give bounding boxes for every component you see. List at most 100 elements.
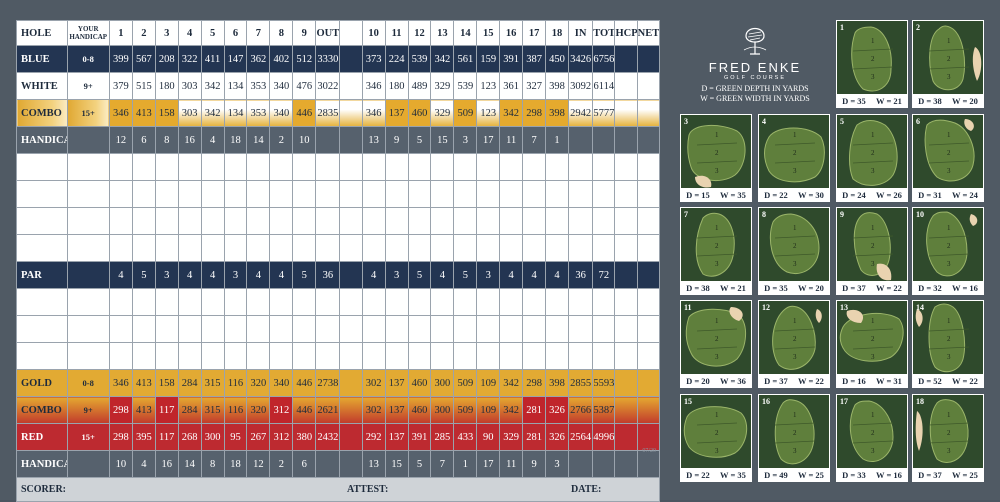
score-entry-cell[interactable]	[592, 342, 616, 370]
score-entry-cell[interactable]	[545, 234, 569, 262]
score-entry-cell[interactable]	[636, 153, 661, 181]
score-entry-cell[interactable]	[453, 207, 478, 235]
score-entry-cell[interactable]	[476, 315, 501, 343]
score-entry-cell[interactable]	[636, 342, 661, 370]
score-entry-cell[interactable]	[66, 234, 110, 262]
score-entry-cell[interactable]	[292, 342, 317, 370]
score-entry-cell[interactable]	[200, 207, 225, 235]
score-entry-cell[interactable]	[339, 288, 363, 316]
score-entry-cell[interactable]	[131, 342, 156, 370]
score-entry-cell[interactable]	[315, 234, 341, 262]
score-entry-cell[interactable]	[16, 288, 68, 316]
score-entry-cell[interactable]	[522, 342, 547, 370]
score-entry-cell[interactable]	[339, 234, 363, 262]
score-entry-cell[interactable]	[66, 342, 110, 370]
score-entry-cell[interactable]	[499, 234, 524, 262]
score-entry-cell[interactable]	[223, 180, 248, 208]
score-entry-cell[interactable]	[430, 288, 455, 316]
score-entry-cell[interactable]	[361, 234, 386, 262]
score-entry-cell[interactable]	[614, 315, 638, 343]
score-entry-cell[interactable]	[223, 153, 248, 181]
score-entry-cell[interactable]	[545, 288, 569, 316]
score-entry-cell[interactable]	[476, 207, 501, 235]
score-entry-cell[interactable]	[269, 180, 294, 208]
score-entry-cell[interactable]	[592, 153, 616, 181]
score-entry-cell[interactable]	[522, 153, 547, 181]
score-entry-cell[interactable]	[361, 342, 386, 370]
score-entry-cell[interactable]	[177, 315, 202, 343]
score-entry-cell[interactable]	[16, 342, 68, 370]
score-entry-cell[interactable]	[614, 207, 638, 235]
score-entry-cell[interactable]	[66, 180, 110, 208]
score-entry-cell[interactable]	[499, 288, 524, 316]
score-entry-cell[interactable]	[499, 342, 524, 370]
score-entry-cell[interactable]	[154, 315, 179, 343]
score-entry-cell[interactable]	[269, 153, 294, 181]
score-entry-cell[interactable]	[592, 234, 616, 262]
score-entry-cell[interactable]	[339, 207, 363, 235]
score-entry-cell[interactable]	[407, 153, 432, 181]
score-entry-cell[interactable]	[476, 288, 501, 316]
score-entry-cell[interactable]	[453, 315, 478, 343]
score-entry-cell[interactable]	[545, 180, 569, 208]
score-entry-cell[interactable]	[246, 153, 271, 181]
score-entry-cell[interactable]	[636, 234, 661, 262]
score-entry-cell[interactable]	[154, 207, 179, 235]
score-entry-cell[interactable]	[592, 288, 616, 316]
score-entry-cell[interactable]	[246, 288, 271, 316]
score-entry-cell[interactable]	[361, 153, 386, 181]
score-entry-cell[interactable]	[407, 342, 432, 370]
score-entry-cell[interactable]	[66, 315, 110, 343]
score-entry-cell[interactable]	[315, 342, 341, 370]
score-entry-cell[interactable]	[315, 288, 341, 316]
score-entry-cell[interactable]	[522, 315, 547, 343]
score-entry-cell[interactable]	[246, 180, 271, 208]
score-entry-cell[interactable]	[430, 234, 455, 262]
score-entry-cell[interactable]	[154, 180, 179, 208]
score-entry-cell[interactable]	[339, 342, 363, 370]
score-entry-cell[interactable]	[269, 342, 294, 370]
score-entry-cell[interactable]	[545, 153, 569, 181]
score-entry-cell[interactable]	[108, 153, 133, 181]
score-entry-cell[interactable]	[361, 288, 386, 316]
score-entry-cell[interactable]	[522, 207, 547, 235]
score-entry-cell[interactable]	[246, 315, 271, 343]
score-entry-cell[interactable]	[545, 207, 569, 235]
score-entry-cell[interactable]	[269, 234, 294, 262]
score-entry-cell[interactable]	[499, 207, 524, 235]
score-entry-cell[interactable]	[315, 315, 341, 343]
score-entry-cell[interactable]	[545, 342, 569, 370]
score-entry-cell[interactable]	[292, 153, 317, 181]
score-entry-cell[interactable]	[430, 180, 455, 208]
score-entry-cell[interactable]	[108, 315, 133, 343]
score-entry-cell[interactable]	[592, 180, 616, 208]
score-entry-cell[interactable]	[246, 234, 271, 262]
score-entry-cell[interactable]	[384, 207, 409, 235]
score-entry-cell[interactable]	[16, 153, 68, 181]
score-entry-cell[interactable]	[223, 342, 248, 370]
score-entry-cell[interactable]	[476, 234, 501, 262]
score-entry-cell[interactable]	[223, 207, 248, 235]
score-entry-cell[interactable]	[361, 315, 386, 343]
score-entry-cell[interactable]	[592, 207, 616, 235]
score-entry-cell[interactable]	[430, 153, 455, 181]
score-entry-cell[interactable]	[200, 180, 225, 208]
score-entry-cell[interactable]	[384, 153, 409, 181]
score-entry-cell[interactable]	[522, 180, 547, 208]
score-entry-cell[interactable]	[131, 288, 156, 316]
score-entry-cell[interactable]	[315, 180, 341, 208]
score-entry-cell[interactable]	[292, 180, 317, 208]
score-entry-cell[interactable]	[476, 180, 501, 208]
score-entry-cell[interactable]	[476, 153, 501, 181]
score-entry-cell[interactable]	[223, 315, 248, 343]
score-entry-cell[interactable]	[339, 180, 363, 208]
score-entry-cell[interactable]	[246, 207, 271, 235]
score-entry-cell[interactable]	[292, 207, 317, 235]
score-entry-cell[interactable]	[545, 315, 569, 343]
score-entry-cell[interactable]	[430, 315, 455, 343]
score-entry-cell[interactable]	[499, 153, 524, 181]
score-entry-cell[interactable]	[292, 234, 317, 262]
score-entry-cell[interactable]	[430, 342, 455, 370]
score-entry-cell[interactable]	[16, 180, 68, 208]
score-entry-cell[interactable]	[614, 180, 638, 208]
